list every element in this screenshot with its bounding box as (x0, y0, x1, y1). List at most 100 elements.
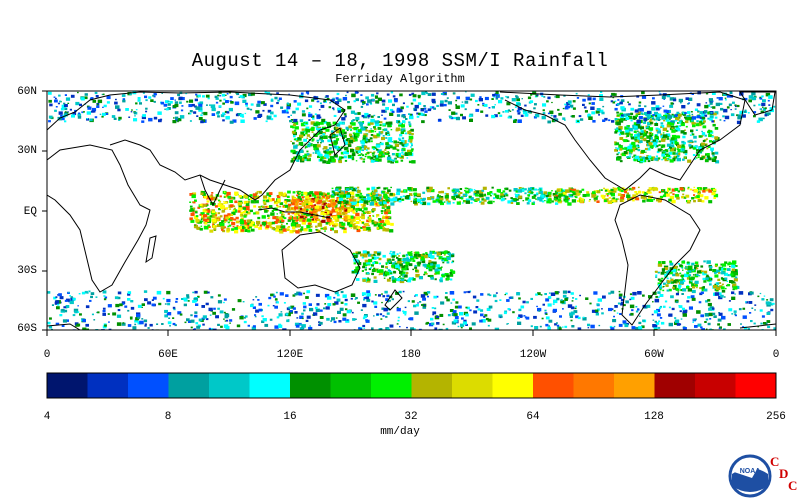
rain-cell (610, 95, 612, 97)
rain-cell (431, 322, 435, 326)
rain-cell (384, 153, 387, 155)
rain-cell (658, 140, 661, 143)
rain-cell (215, 315, 219, 319)
rain-cell (356, 186, 360, 189)
rain-cell (600, 91, 603, 93)
rain-cell (341, 117, 346, 121)
rain-cell (634, 139, 639, 143)
rain-cell (326, 148, 330, 152)
rain-cell (376, 270, 381, 273)
rain-cell (169, 100, 173, 104)
rain-cell (195, 322, 199, 325)
rain-cell (447, 252, 451, 256)
rain-cell (507, 308, 510, 310)
rain-cell (483, 103, 488, 107)
rain-cell (674, 321, 679, 325)
rain-cell (751, 307, 754, 309)
rain-cell (315, 220, 318, 222)
rain-cell (392, 251, 396, 254)
rain-cell (275, 298, 278, 300)
rain-cell (701, 116, 706, 120)
rain-cell (669, 118, 671, 120)
rain-cell (322, 227, 326, 230)
rain-cell (396, 307, 401, 312)
rain-cell (636, 133, 642, 137)
rain-cell (215, 218, 220, 222)
rain-cell (319, 121, 324, 125)
rain-cell (332, 97, 335, 100)
rain-cell (614, 128, 617, 131)
rain-cell (392, 279, 397, 283)
rain-cell (357, 301, 360, 304)
rain-cell (208, 307, 213, 312)
rain-cell (731, 313, 734, 315)
rain-cell (504, 310, 508, 313)
rain-cell (713, 112, 717, 116)
rain-cell (208, 195, 212, 198)
rain-cell (103, 298, 107, 301)
rain-cell (402, 271, 406, 274)
rain-cell (334, 218, 340, 222)
rain-cell (618, 128, 621, 131)
rain-cell (356, 204, 359, 207)
rain-cell (227, 213, 231, 216)
rain-cell (637, 108, 641, 111)
rain-cell (252, 193, 257, 197)
rain-cell (301, 204, 305, 207)
rain-cell (696, 187, 702, 191)
rain-cell (516, 110, 520, 113)
rain-cell (106, 95, 111, 100)
rain-cell (331, 203, 336, 208)
rain-cell (587, 323, 591, 327)
rain-cell (343, 113, 347, 116)
rain-cell (582, 316, 585, 319)
rain-cell (586, 191, 590, 194)
rain-cell (503, 311, 507, 315)
rain-cell (709, 140, 712, 143)
rain-cell (430, 317, 434, 321)
rain-cell (328, 153, 332, 156)
rain-cell (663, 109, 668, 113)
rain-cell (539, 187, 542, 190)
rain-cell (281, 225, 286, 229)
rain-cell (464, 190, 466, 192)
rain-cell (701, 328, 705, 330)
rain-cell (380, 142, 384, 146)
rain-cell (711, 158, 717, 162)
rain-cell (396, 192, 400, 196)
rain-cell (705, 92, 709, 95)
rain-cell (658, 144, 661, 147)
rain-cell (772, 302, 775, 305)
rain-cell (328, 106, 332, 109)
rain-cell (301, 221, 306, 225)
rain-cell (532, 91, 537, 95)
rain-cell (352, 211, 356, 214)
rain-cell (57, 294, 59, 296)
rain-cell (205, 218, 210, 222)
rain-cell (509, 110, 512, 112)
rain-cell (310, 208, 314, 211)
rain-cell (337, 310, 341, 314)
rain-cell (328, 147, 332, 150)
rain-cell (224, 320, 227, 322)
rain-cell (567, 304, 573, 308)
rain-cell (453, 116, 457, 120)
rain-cell (645, 125, 648, 127)
rain-cell (491, 98, 494, 100)
rain-cell (413, 304, 417, 308)
rain-cell (331, 187, 334, 190)
rain-cell (326, 200, 329, 202)
rain-cell (220, 205, 225, 209)
rain-cell (363, 135, 367, 138)
rain-cell (356, 225, 359, 227)
rain-cell (273, 295, 276, 298)
rain-cell (595, 312, 599, 316)
rain-cell (338, 121, 342, 125)
rain-cell (628, 151, 633, 155)
rain-cell (384, 110, 387, 113)
rain-cell (355, 160, 358, 162)
rain-cell (505, 95, 507, 98)
rain-cell (230, 101, 234, 104)
rain-cell (268, 296, 272, 300)
rain-cell (527, 194, 531, 197)
